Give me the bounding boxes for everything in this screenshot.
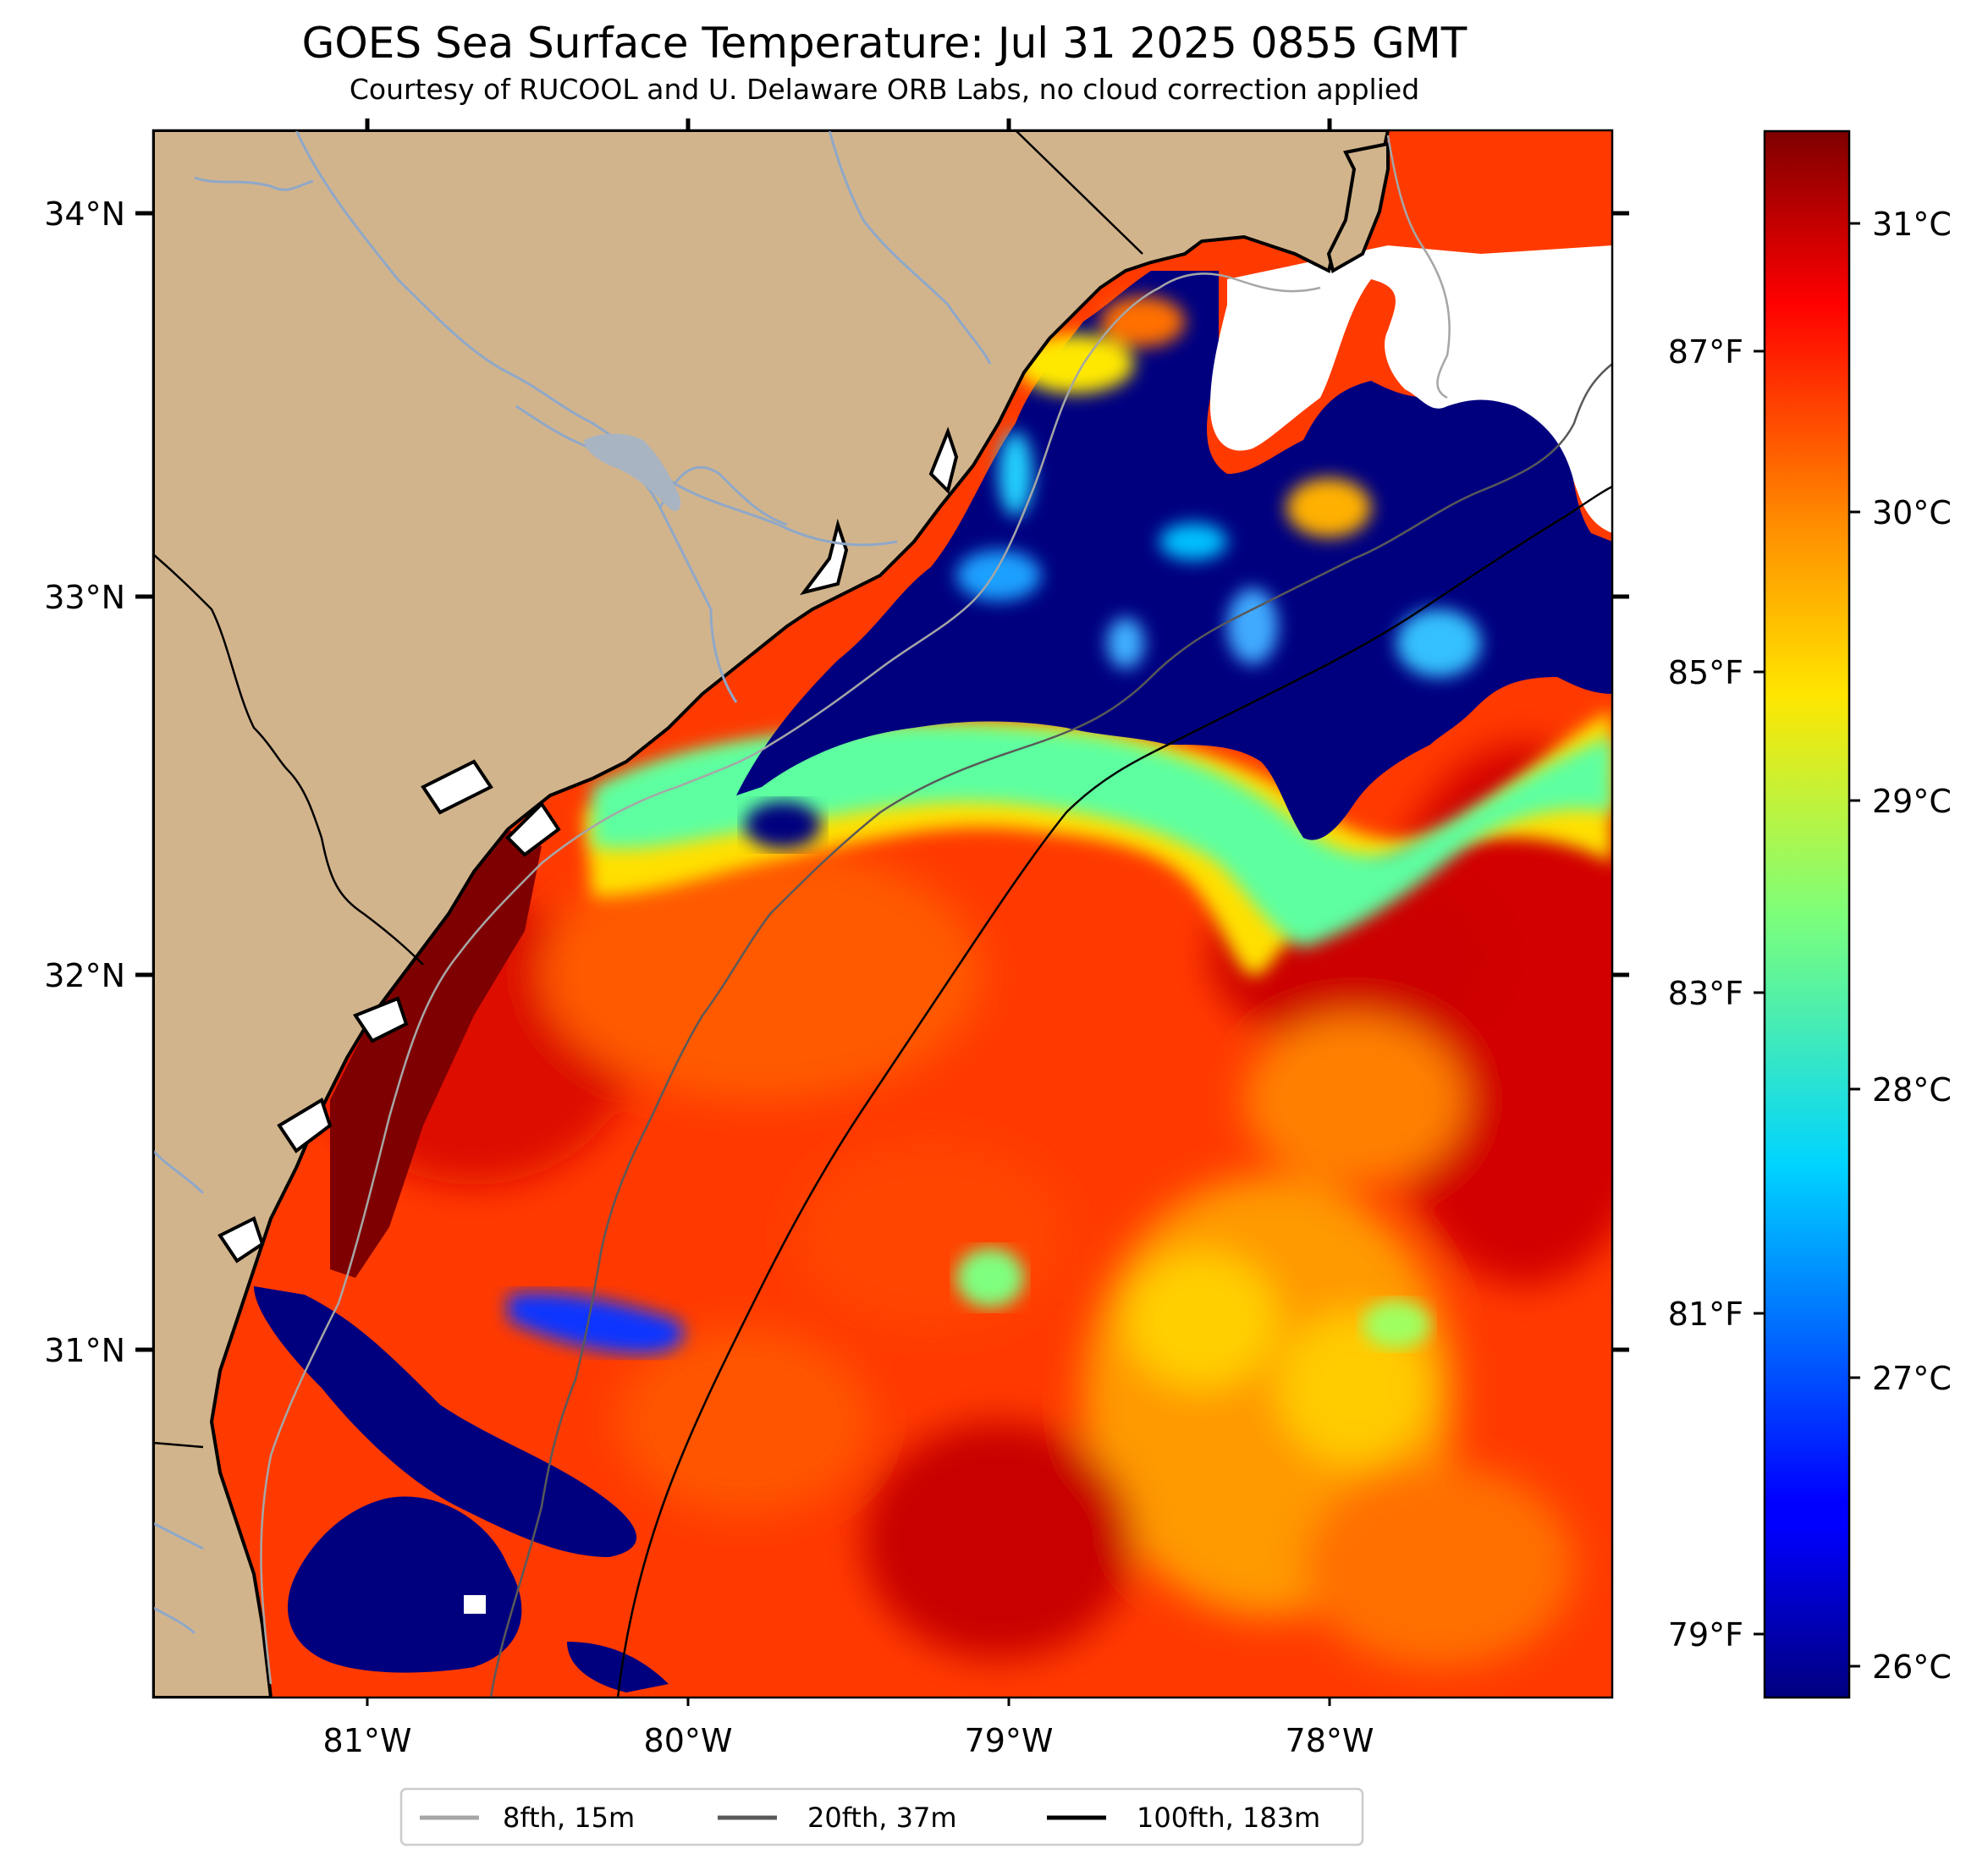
lat-label-34n: 34°N (44, 195, 125, 233)
colorbar-label-30c: 30°C (1872, 494, 1952, 531)
colorbar-label-29c: 29°C (1872, 783, 1952, 820)
state-borders (153, 130, 1143, 1449)
chart-subtitle: Courtesy of RUCOOL and U. Delaware ORB L… (349, 73, 1420, 106)
colorbar-label-26c: 26°C (1872, 1648, 1952, 1686)
colorbar-label-83f: 83°F (1668, 975, 1743, 1012)
sst-cold-pocket (745, 801, 821, 849)
lake-marion (584, 433, 681, 511)
lon-label-81w: 81°W (323, 1722, 412, 1759)
no-data-areas (1210, 245, 1612, 533)
isobath-legend: 8fth, 15m 20fth, 37m 100fth, 183m (399, 1787, 1364, 1846)
colorbar-label-85f: 85°F (1668, 654, 1743, 691)
isobaths (260, 135, 1612, 1698)
sst-front-cool-edge (592, 724, 1612, 948)
isobath-100fth (616, 485, 1612, 1698)
colorbar-label-79f: 79°F (1668, 1616, 1743, 1654)
rivers (153, 130, 992, 1635)
sst-nearshore-warm (330, 829, 542, 1278)
colorbar-label-28c: 28°C (1872, 1071, 1952, 1109)
lon-label-79w: 79°W (965, 1722, 1054, 1759)
lat-label-33n: 33°N (44, 579, 125, 616)
isobath-20fth (489, 363, 1612, 1698)
legend-label-8fth: 8fth, 15m (503, 1802, 635, 1834)
coastline-details (218, 141, 1390, 1263)
isobath-8fth (260, 272, 1321, 1685)
chart-title: GOES Sea Surface Temperature: Jul 31 202… (301, 19, 1468, 68)
colorbar-celsius-ticks (1849, 222, 1860, 1668)
colorbar-label-27c: 27°C (1872, 1360, 1952, 1397)
lat-axis (135, 211, 1629, 1352)
legend-label-100fth: 100fth, 183m (1137, 1802, 1320, 1834)
map-frame (151, 129, 1614, 1699)
legend-label-20fth: 20fth, 37m (807, 1802, 956, 1834)
colorbar-fahrenheit-ticks (1754, 349, 1765, 1636)
lat-label-32n: 32°N (44, 957, 125, 994)
colorbar-label-81f: 81°F (1668, 1296, 1743, 1333)
colorbar (1763, 129, 1851, 1699)
lon-label-78w: 78°W (1286, 1722, 1374, 1759)
lat-label-31n: 31°N (44, 1332, 125, 1369)
sst-cold-florida (254, 1248, 1430, 1692)
map-area (153, 130, 1612, 1698)
land-mass (153, 130, 1390, 1698)
colorbar-label-31c: 31°C (1872, 206, 1952, 243)
lon-label-80w: 80°W (644, 1722, 733, 1759)
colorbar-label-87f: 87°F (1668, 333, 1743, 371)
legend-box (399, 1787, 1364, 1846)
isobath-8fth-north (1386, 135, 1451, 399)
lon-axis (365, 118, 1332, 1706)
